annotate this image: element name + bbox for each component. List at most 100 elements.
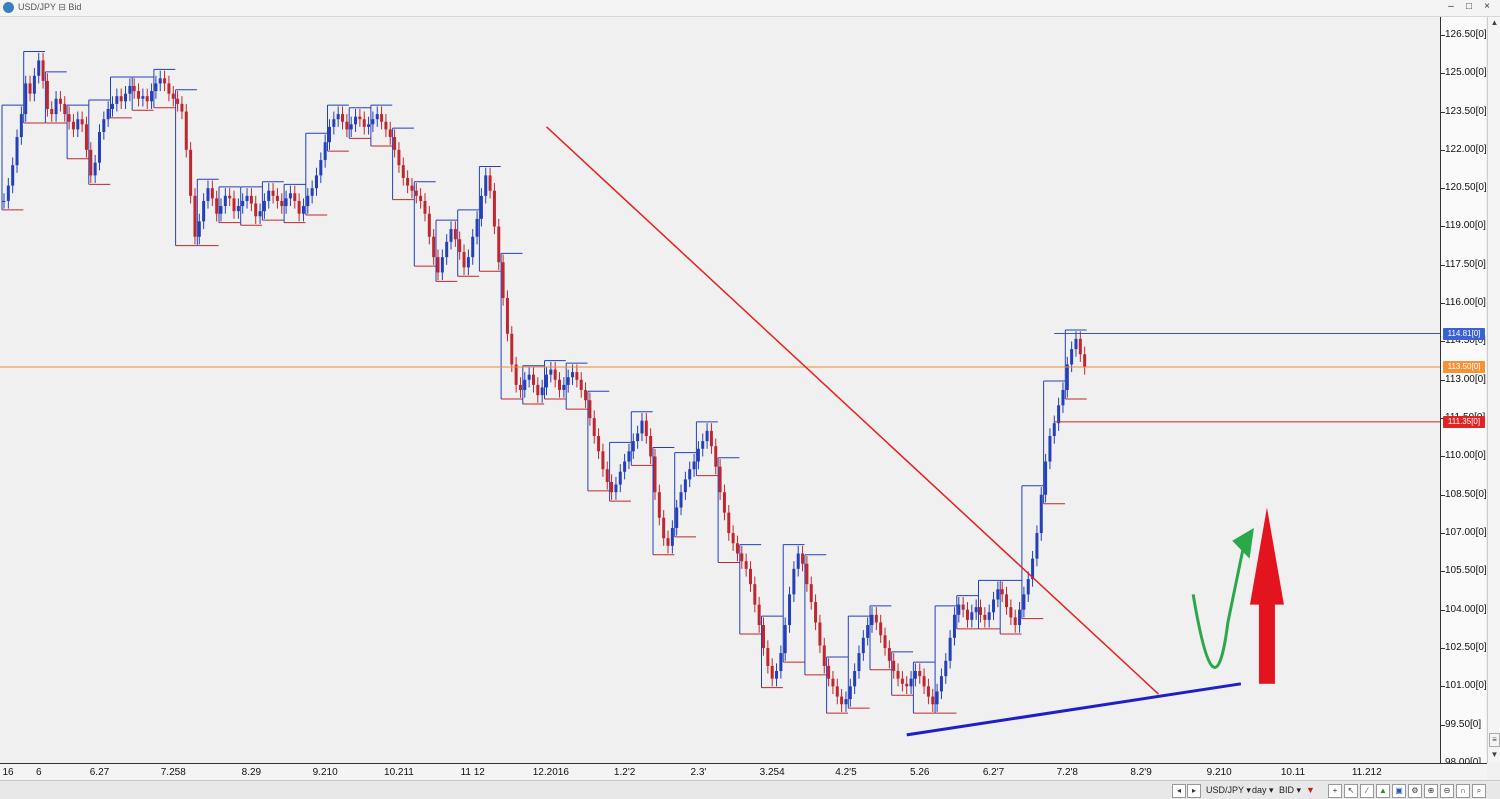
candle-body [319,160,323,176]
candle-body [783,625,787,654]
candle-body [653,456,657,493]
close-button[interactable]: × [1484,1,1490,12]
scroll-left-icon[interactable]: ◂ [1172,784,1186,798]
interval-selector[interactable]: day ▾ [1252,785,1274,795]
candle-body [293,193,297,201]
candle-body [549,369,553,375]
candle-body [436,257,440,273]
y-tick-label: 119.00[0] [1445,220,1486,232]
y-tick-mark [1441,571,1445,573]
scroll-right-icon[interactable]: ▸ [1187,784,1201,798]
candle-body [900,678,904,684]
candle-body [89,149,93,176]
candle-body [649,435,653,457]
candle-body [996,589,1000,600]
candle-body [45,80,49,109]
candle-body [618,471,622,485]
candle-body [670,527,674,546]
candle-body [67,114,71,122]
candle-body [814,602,818,623]
search-icon[interactable]: ⌕ [1472,784,1486,798]
candle-body [545,374,548,388]
candle-body [657,492,661,518]
candle-body [531,374,535,385]
candle-body [1035,533,1039,559]
chart-plot-area[interactable] [0,17,1440,763]
candle-body [189,149,193,196]
candle-body [254,203,258,217]
candle-body [497,226,501,263]
tool-settings-icon[interactable]: ⚙ [1408,784,1422,798]
x-tick-label: 6.2'7 [982,767,1005,778]
uptrend-support-line [906,682,1242,737]
candle-body [952,614,956,638]
y-tick-mark [1441,533,1445,535]
candle-body [479,195,483,219]
tool-magnet-icon[interactable]: ∩ [1456,784,1470,798]
zoom-out-icon[interactable]: ⊖ [1440,784,1454,798]
candle-body [349,124,353,130]
candle-body [158,78,162,84]
scroll-down-icon[interactable]: ▼ [1490,750,1499,759]
y-tick-label: 99.50[0] [1445,718,1482,730]
tool-chart-icon[interactable]: ▲ [1376,784,1390,798]
candle-body [202,200,206,222]
candle-body [1074,338,1078,350]
candle-body [1061,390,1065,406]
scroll-up-icon[interactable]: ▲ [1490,18,1499,27]
candle-body [644,420,648,436]
tool-line-icon[interactable]: ∕ [1360,784,1374,798]
candle-body [388,129,392,138]
candle-body [336,114,340,120]
candle-body [718,466,722,493]
candle-body [510,333,514,365]
candle-body [414,190,418,196]
candle-body [145,96,149,102]
candle-body [249,195,253,204]
candle-body [892,660,896,672]
x-axis[interactable]: 16 6 6.27 7.258 8.29 9.210 10.211 11 12 12.2016 1… [0,763,1487,780]
vertical-scrollbar[interactable]: ▲ ≡ ▼ [1487,17,1500,763]
symbol-selector[interactable]: USD/JPY ▾ [1206,785,1251,795]
candle-body [809,584,813,603]
candle-body [748,568,752,585]
candle-body [874,614,878,623]
candle-body [926,686,930,697]
maximize-button[interactable]: □ [1465,1,1473,12]
candle-body [623,461,627,472]
candle-body [757,604,761,626]
candle-body [1000,589,1004,595]
x-tick-label: 12.2016 [532,767,569,778]
current-price-badge: 113.50[0] [1443,361,1485,373]
candle-body [275,195,279,201]
y-tick-mark [1441,341,1445,343]
candle-body [918,671,922,677]
zoom-in-icon[interactable]: ⊕ [1424,784,1438,798]
scroll-thumb[interactable]: ≡ [1489,733,1500,747]
candle-body [432,236,436,258]
candle-body [137,91,141,99]
y-axis[interactable]: 126.50[0] 125.00[0] 123.50[0] 122.00[0] 120.… [1441,17,1487,768]
y-tick-label: 122.00[0] [1445,143,1487,155]
tool-pointer-icon[interactable]: ↖ [1344,784,1358,798]
minimize-button[interactable]: – [1448,1,1454,12]
side-selector[interactable]: BID ▾ [1279,785,1302,795]
candle-body [80,119,84,125]
candle-body [931,696,935,705]
red-up-arrow-head [1249,507,1284,605]
y-tick-mark [1441,456,1445,458]
y-tick-label: 116.00[0] [1445,297,1486,309]
candle-body [475,218,479,237]
candle-body [2,200,6,202]
candle-body [1048,435,1052,462]
tool-crosshair-icon[interactable]: + [1328,784,1342,798]
candle-body [471,236,475,258]
candle-body [627,451,631,462]
candle-body [1039,494,1043,534]
candle-body [419,195,423,201]
y-tick-mark [1441,188,1445,190]
candle-body [423,200,427,214]
tool-save-icon[interactable]: ▣ [1392,784,1406,798]
indicator-icon[interactable]: ▼ [1306,785,1315,795]
window-title: USD/JPY ⊟ Bid [18,2,82,12]
